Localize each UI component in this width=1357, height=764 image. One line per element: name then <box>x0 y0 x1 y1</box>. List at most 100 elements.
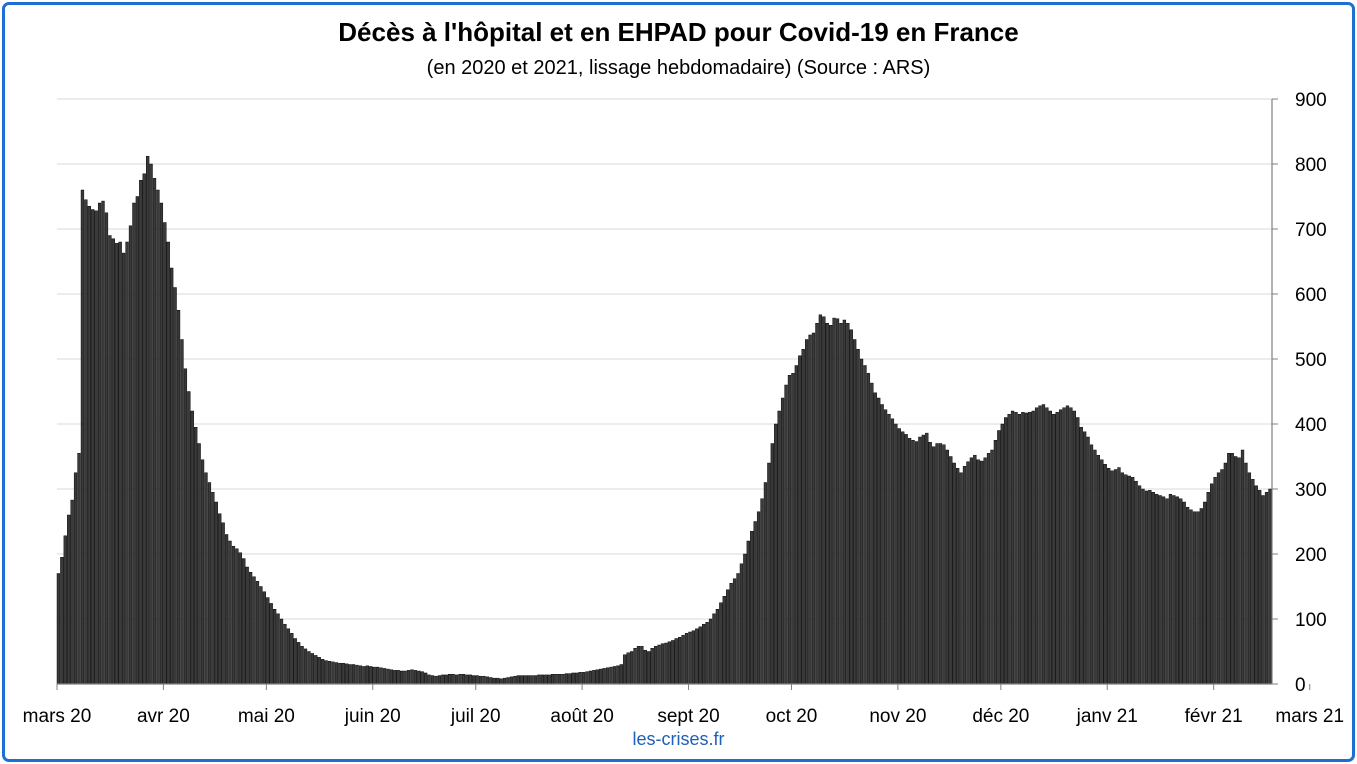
bar <box>393 670 397 685</box>
bar <box>478 675 483 685</box>
bar <box>1010 410 1015 685</box>
bar <box>176 310 181 685</box>
x-tick-label: avr 20 <box>137 706 190 727</box>
bar <box>561 674 565 685</box>
bar <box>1251 479 1255 685</box>
bar <box>1268 488 1272 685</box>
bar <box>1144 490 1149 685</box>
bar <box>753 521 757 685</box>
bar <box>369 666 373 685</box>
bar <box>159 202 164 685</box>
bar <box>956 467 960 685</box>
bar <box>674 638 678 685</box>
bar <box>324 660 328 685</box>
bar <box>883 409 888 685</box>
bar <box>1069 407 1073 685</box>
bar <box>91 209 95 685</box>
bar <box>822 316 826 685</box>
bar <box>557 674 562 685</box>
bar <box>1072 410 1076 685</box>
bar <box>262 591 266 685</box>
bar <box>1124 474 1128 685</box>
bar <box>149 163 153 685</box>
bar <box>444 674 448 685</box>
bar <box>808 334 812 685</box>
bar <box>1083 431 1087 685</box>
bar <box>516 675 520 685</box>
bar <box>973 454 977 685</box>
bar <box>743 553 747 685</box>
bar <box>465 674 469 685</box>
bar <box>334 662 339 685</box>
bar <box>1100 459 1104 685</box>
bar <box>297 642 301 685</box>
bar <box>458 674 462 685</box>
bar <box>842 319 847 685</box>
bar <box>695 628 699 685</box>
bar <box>509 676 514 685</box>
bar <box>619 664 623 685</box>
bar <box>293 638 297 685</box>
bar <box>1017 414 1022 685</box>
bar <box>653 646 658 685</box>
bar <box>993 440 998 685</box>
y-tick-label: 200 <box>1295 545 1327 566</box>
x-tick-label: mai 20 <box>238 706 295 727</box>
bar <box>835 318 840 685</box>
bar <box>1137 485 1142 685</box>
bar <box>67 514 71 685</box>
y-tick-label: 900 <box>1295 90 1327 111</box>
bar <box>921 434 925 685</box>
bar <box>763 482 768 685</box>
bar <box>925 432 929 685</box>
bar <box>702 623 706 685</box>
x-tick-label: janv 21 <box>1076 706 1138 727</box>
bar <box>348 664 352 685</box>
bar <box>1045 407 1049 685</box>
bar <box>870 382 874 685</box>
bar <box>564 673 569 685</box>
bar <box>1062 407 1066 685</box>
bar <box>650 648 654 685</box>
bar <box>551 674 555 685</box>
bar <box>413 670 418 685</box>
bar <box>200 459 205 685</box>
bar <box>1004 417 1008 685</box>
bar <box>640 646 644 685</box>
bar <box>135 196 139 685</box>
bar <box>1199 508 1203 685</box>
bar <box>980 460 984 685</box>
bar <box>760 498 764 685</box>
bar <box>914 441 919 685</box>
bar <box>976 459 980 685</box>
bar <box>722 596 726 685</box>
bar <box>811 332 816 685</box>
bar <box>750 531 754 685</box>
bar <box>897 428 901 685</box>
x-tick-label: mars 21 <box>1275 706 1344 727</box>
bar <box>1175 496 1179 685</box>
bar <box>1096 454 1101 685</box>
source-watermark: les-crises.fr <box>632 729 725 749</box>
bar <box>118 241 122 685</box>
bar <box>605 667 610 685</box>
axes <box>56 99 1311 690</box>
bar <box>1182 501 1186 685</box>
bar <box>568 673 572 685</box>
bar <box>448 674 452 685</box>
bar <box>1155 493 1159 685</box>
bar <box>1131 477 1135 685</box>
bar <box>1206 492 1210 685</box>
bar <box>1014 412 1018 685</box>
bar <box>629 651 634 685</box>
bar <box>173 287 177 685</box>
bar <box>1058 409 1063 685</box>
bar <box>1117 467 1121 685</box>
bar <box>1237 457 1241 685</box>
bar <box>595 669 599 685</box>
bar <box>314 655 318 685</box>
bar <box>310 653 315 685</box>
bar <box>832 317 836 685</box>
bar <box>887 414 891 685</box>
